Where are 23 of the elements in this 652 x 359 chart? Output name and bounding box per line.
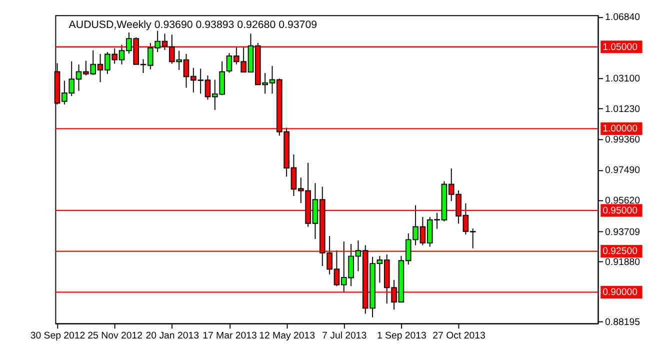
y-tick-label: 0.88195 <box>605 317 640 328</box>
y-tick-label: 0.91880 <box>605 256 640 268</box>
y-tick-label: 0.99360 <box>605 134 640 146</box>
ref-line-label: 1.00000 <box>602 124 638 135</box>
x-tick-label: 12 May 2013 <box>259 330 316 342</box>
x-tick-label: 27 Oct 2013 <box>432 330 486 342</box>
x-tick-label: 30 Sep 2012 <box>30 330 86 342</box>
x-tick-label: 1 Sep 2013 <box>376 330 426 342</box>
y-tick-label: 0.97490 <box>605 165 640 176</box>
chart-title: AUDUSD,Weekly 0.93690 0.93893 0.92680 0.93709 <box>68 18 318 31</box>
y-tick-label: 1.03100 <box>605 73 640 84</box>
ref-line-label: 0.90000 <box>602 287 638 298</box>
x-tick-label: 7 Jul 2013 <box>322 330 367 342</box>
x-tick-label: 17 Mar 2013 <box>202 330 257 342</box>
y-tick-label: 1.06840 <box>605 12 640 24</box>
y-tick-label: 0.93709 <box>605 226 640 238</box>
ref-line-label: 1.05000 <box>602 42 638 53</box>
y-tick-label: 0.95620 <box>605 196 640 207</box>
x-tick-label: 25 Nov 2012 <box>88 330 143 342</box>
ref-line-label: 0.95000 <box>602 205 638 216</box>
y-tick-label: 1.01230 <box>605 104 640 115</box>
ref-line-label: 0.92500 <box>602 246 638 258</box>
x-tick-label: 20 Jan 2013 <box>146 330 200 342</box>
